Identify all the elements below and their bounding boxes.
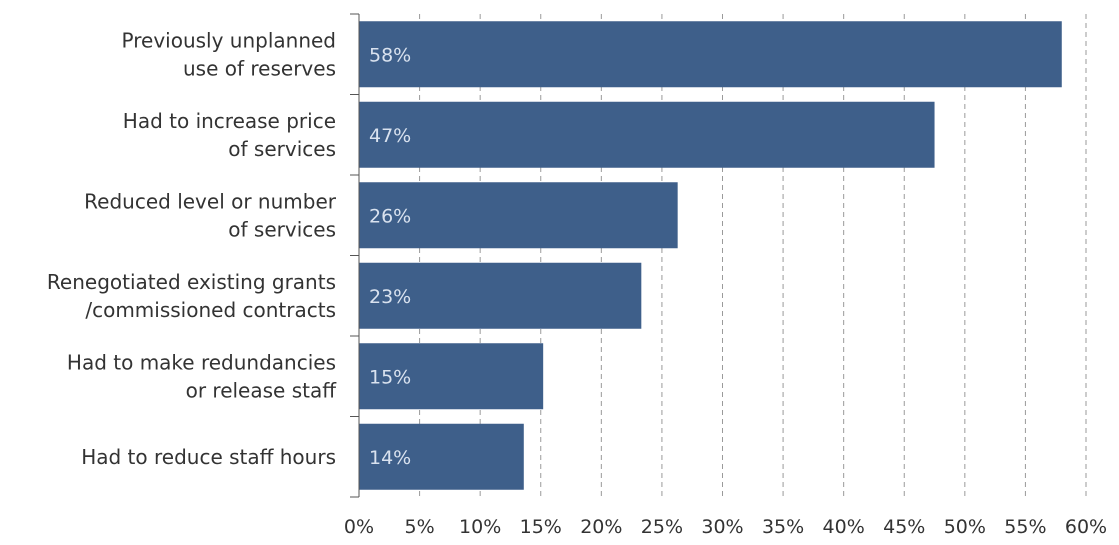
labels: 0% 5% 10% 15% 20% 25% 30% 35% 40% 45% 50% 55% 60% 58%… [47,28,1107,538]
x-tick-label: 40% [823,516,865,538]
bar [359,262,642,329]
bar [359,21,1062,88]
bar-value-label: 58% [369,44,411,66]
x-tick-label: 15% [520,516,562,538]
x-tick-label: 50% [944,516,986,538]
bar [359,182,678,249]
x-tick-label: 60% [1065,516,1107,538]
bar-value-label: 14% [369,447,411,469]
x-tick-label: 30% [701,516,743,538]
x-tick-label: 25% [641,516,683,538]
category-label: Renegotiated existing grants/commissione… [47,270,336,322]
category-label: Had to make redundancies or release staff [67,350,337,402]
bar-value-label: 26% [369,205,411,227]
axes [350,13,360,498]
bar-value-label: 47% [369,125,411,147]
x-tick-label: 20% [580,516,622,538]
category-label: Had to increase price of services [123,109,336,161]
category-label: Had to reduce staff hours [81,445,336,469]
x-tick-label: 45% [883,516,925,538]
category-label: Previously unplanned use of reserves [122,28,336,80]
x-tick-label: 10% [459,516,501,538]
bar [359,343,544,410]
bars [359,21,1062,490]
category-label: Reduced level or number of services [84,189,337,241]
bar-value-label: 15% [369,366,411,388]
x-tick-label: 5% [405,516,435,538]
bar-value-label: 23% [369,286,411,308]
x-tick-label: 55% [1004,516,1046,538]
x-tick-label: 35% [762,516,804,538]
x-tick-label: 0% [344,516,374,538]
bar [359,423,524,490]
bar [359,101,935,168]
